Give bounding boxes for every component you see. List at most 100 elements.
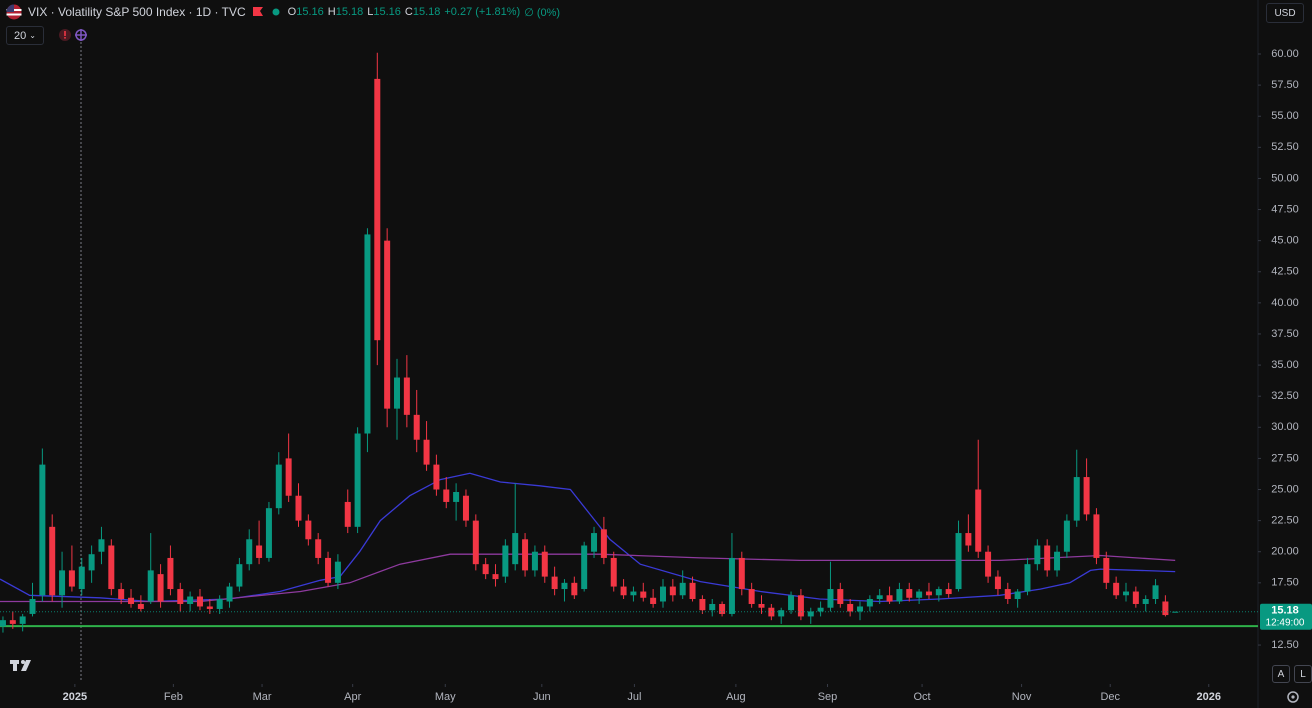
ohlc-value: 15.16 <box>296 5 324 18</box>
x-tick-label: Feb <box>164 691 183 703</box>
candle-body <box>906 589 913 598</box>
candle-body <box>226 586 233 602</box>
ma-length-button[interactable]: 20 ⌄ <box>6 26 44 45</box>
candle-body <box>1004 589 1011 600</box>
candle-body <box>1073 477 1080 521</box>
candle-body <box>600 529 607 558</box>
candle-body <box>39 464 46 596</box>
candle-body <box>650 597 657 604</box>
candle-body <box>591 533 598 552</box>
x-tick-label: 2026 <box>1197 691 1221 703</box>
candle-body <box>689 582 696 600</box>
candle-body <box>0 620 6 627</box>
candle-body <box>196 596 203 607</box>
ma-length: 20 <box>13 29 27 42</box>
candle-body <box>531 551 538 571</box>
candle-body <box>29 599 36 614</box>
x-tick-label: May <box>435 691 456 703</box>
y-tick-label: 50.00 <box>1271 172 1299 184</box>
candle-body <box>295 495 302 521</box>
candle-body <box>1044 545 1051 571</box>
flag-icon <box>6 4 22 20</box>
candle-body <box>433 464 440 490</box>
ohlc-key: L <box>367 5 374 18</box>
tv-logo <box>10 660 31 671</box>
y-tick-label: 47.50 <box>1271 203 1299 215</box>
candle-body <box>748 589 755 604</box>
candle-body <box>1024 564 1031 592</box>
y-tick-label: 27.50 <box>1271 452 1299 464</box>
candle-body <box>965 533 972 546</box>
candle-body <box>108 545 115 590</box>
candle-body <box>699 599 706 611</box>
candle-body <box>147 570 154 602</box>
candle-body <box>453 491 460 502</box>
log-scale-button[interactable]: L <box>1294 665 1312 683</box>
volume: ∅ (0%) <box>524 6 561 19</box>
candle-body <box>275 464 282 509</box>
candle-body <box>305 520 312 540</box>
candle-body <box>916 591 923 598</box>
x-tick-label: Jul <box>627 691 641 703</box>
candle-body <box>758 603 765 608</box>
moving-average <box>0 553 1176 603</box>
candle-body <box>502 545 509 577</box>
candle-body <box>98 539 105 552</box>
candle-body <box>1103 557 1110 583</box>
candle-body <box>679 582 686 596</box>
candle-body <box>1142 599 1149 604</box>
last-price-box <box>1260 603 1312 630</box>
candle-body <box>492 574 499 580</box>
y-tick-label: 25.00 <box>1271 483 1299 495</box>
flag-marker[interactable] <box>252 6 264 18</box>
x-tick-label: Sep <box>818 691 838 703</box>
candle-body <box>167 557 174 590</box>
candle-body <box>256 545 263 558</box>
candle-body <box>1014 591 1021 600</box>
y-tick-label: 52.50 <box>1271 141 1299 153</box>
candle-body <box>807 611 814 617</box>
candle-body <box>610 557 617 587</box>
candle-body <box>68 570 75 587</box>
candle-body <box>472 520 479 565</box>
x-tick-label: Mar <box>253 691 272 703</box>
candle-body <box>265 508 272 558</box>
candle-body <box>1083 477 1090 515</box>
ohlc-key: H <box>327 5 336 18</box>
x-tick-label: Aug <box>726 691 746 703</box>
candle-body <box>394 377 401 409</box>
y-tick-label: 12.50 <box>1271 639 1299 651</box>
candle-body <box>659 586 666 602</box>
candle-body <box>541 551 548 577</box>
settings-icon[interactable] <box>1287 691 1299 703</box>
candle-body <box>137 603 144 609</box>
y-tick-label: 32.50 <box>1271 390 1299 402</box>
ohlc-value: 15.18 <box>335 5 364 18</box>
x-tick-label: 2025 <box>63 691 87 703</box>
candle-body <box>206 606 213 609</box>
candle-body <box>857 606 864 612</box>
y-tick-label: 37.50 <box>1271 328 1299 340</box>
button-label: L <box>1300 668 1306 680</box>
currency-button[interactable]: USD <box>1266 3 1304 23</box>
auto-scale-button[interactable]: A <box>1272 665 1290 683</box>
candle-body <box>1152 585 1159 600</box>
candle-body <box>88 554 95 571</box>
x-tick-label: Apr <box>344 691 361 703</box>
candle-body <box>561 582 568 590</box>
candle-body <box>325 557 332 583</box>
candle-body <box>571 582 578 596</box>
candle-body <box>443 489 450 502</box>
candle-body <box>847 603 854 612</box>
legend-header: VIX · Volatility S&P 500 Index · 1D · TV… <box>6 3 560 21</box>
candle-body <box>620 586 627 596</box>
candle-body <box>216 599 223 609</box>
candle-body <box>581 545 588 590</box>
symbol-title[interactable]: VIX · Volatility S&P 500 Index · 1D · TV… <box>28 5 246 19</box>
y-tick-label: 57.50 <box>1271 79 1299 91</box>
change: +0.27 (+1.81%) <box>444 5 521 18</box>
ohlc-value: 15.16 <box>373 5 401 18</box>
candle-body <box>285 458 292 496</box>
x-tick-label: Jun <box>533 691 551 703</box>
ohlc-values: O15.16 H15.18 L15.16 C15.18 +0.27 (+1.81… <box>288 6 560 19</box>
